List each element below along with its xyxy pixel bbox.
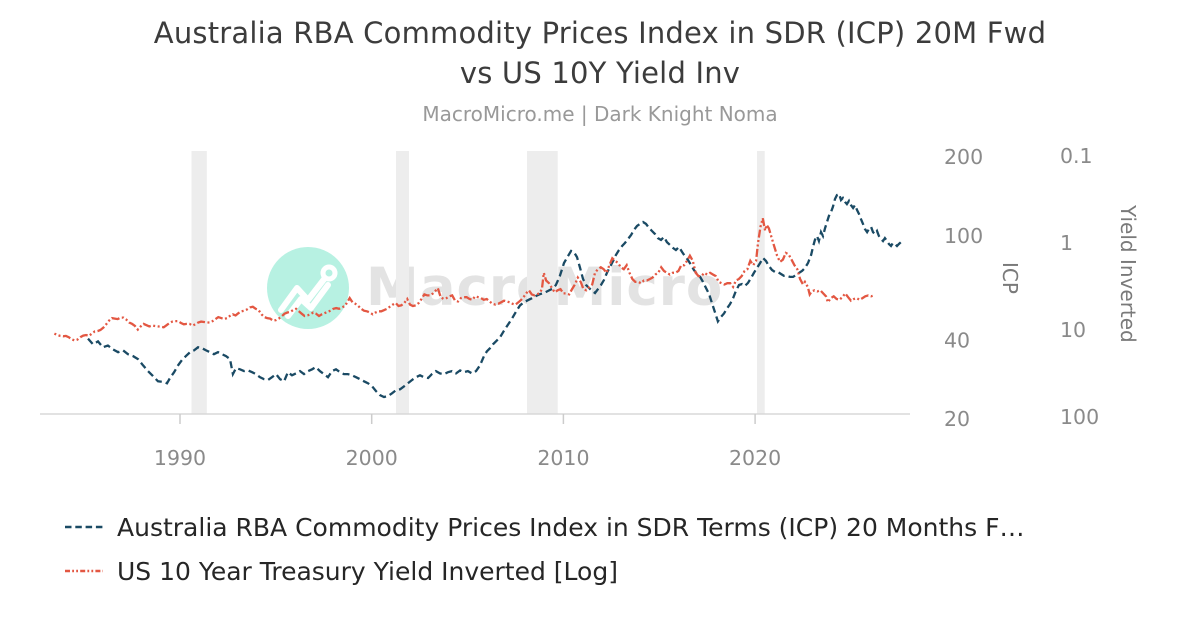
x-tick-label: 2020 [729, 446, 781, 470]
icp-tick-label: 200 [944, 145, 983, 169]
chart-subtitle: MacroMicro.me | Dark Knight Noma [422, 102, 778, 126]
legend: Australia RBA Commodity Prices Index in … [64, 505, 1025, 593]
legend-marker-yield-line [65, 569, 103, 573]
legend-label-yield: US 10 Year Treasury Yield Inverted [Log] [117, 556, 618, 586]
yield-axis-title: Yield Inverted [1116, 205, 1140, 343]
x-tick-label: 2010 [537, 446, 589, 470]
recession-band [757, 151, 765, 414]
chart-title-line2: vs US 10Y Yield Inv [459, 56, 741, 90]
icp-tick-label: 20 [944, 407, 970, 431]
icp-series-line [87, 192, 904, 399]
yield-tick-label: 10 [1060, 318, 1086, 342]
chart-title-line1: Australia RBA Commodity Prices Index in … [153, 16, 1047, 50]
yield-series-line [53, 217, 875, 342]
legend-label-icp: Australia RBA Commodity Prices Index in … [117, 512, 1025, 542]
icp-tick-label: 40 [944, 328, 970, 352]
recession-band [396, 151, 409, 414]
recession-band [191, 151, 207, 414]
legend-marker-icp-line [65, 525, 103, 529]
yield-tick-label: 1 [1060, 231, 1073, 255]
legend-item-icp[interactable]: Australia RBA Commodity Prices Index in … [64, 505, 1025, 549]
yield-tick-label: 100 [1060, 405, 1099, 429]
x-tick-label: 2000 [346, 446, 398, 470]
icp-tick-label: 100 [944, 224, 983, 248]
x-tick-label: 1990 [154, 446, 206, 470]
icp-axis-title: ICP [998, 262, 1022, 294]
yield-tick-label: 0.1 [1060, 144, 1093, 168]
legend-item-yield[interactable]: US 10 Year Treasury Yield Inverted [Log] [64, 549, 1025, 593]
